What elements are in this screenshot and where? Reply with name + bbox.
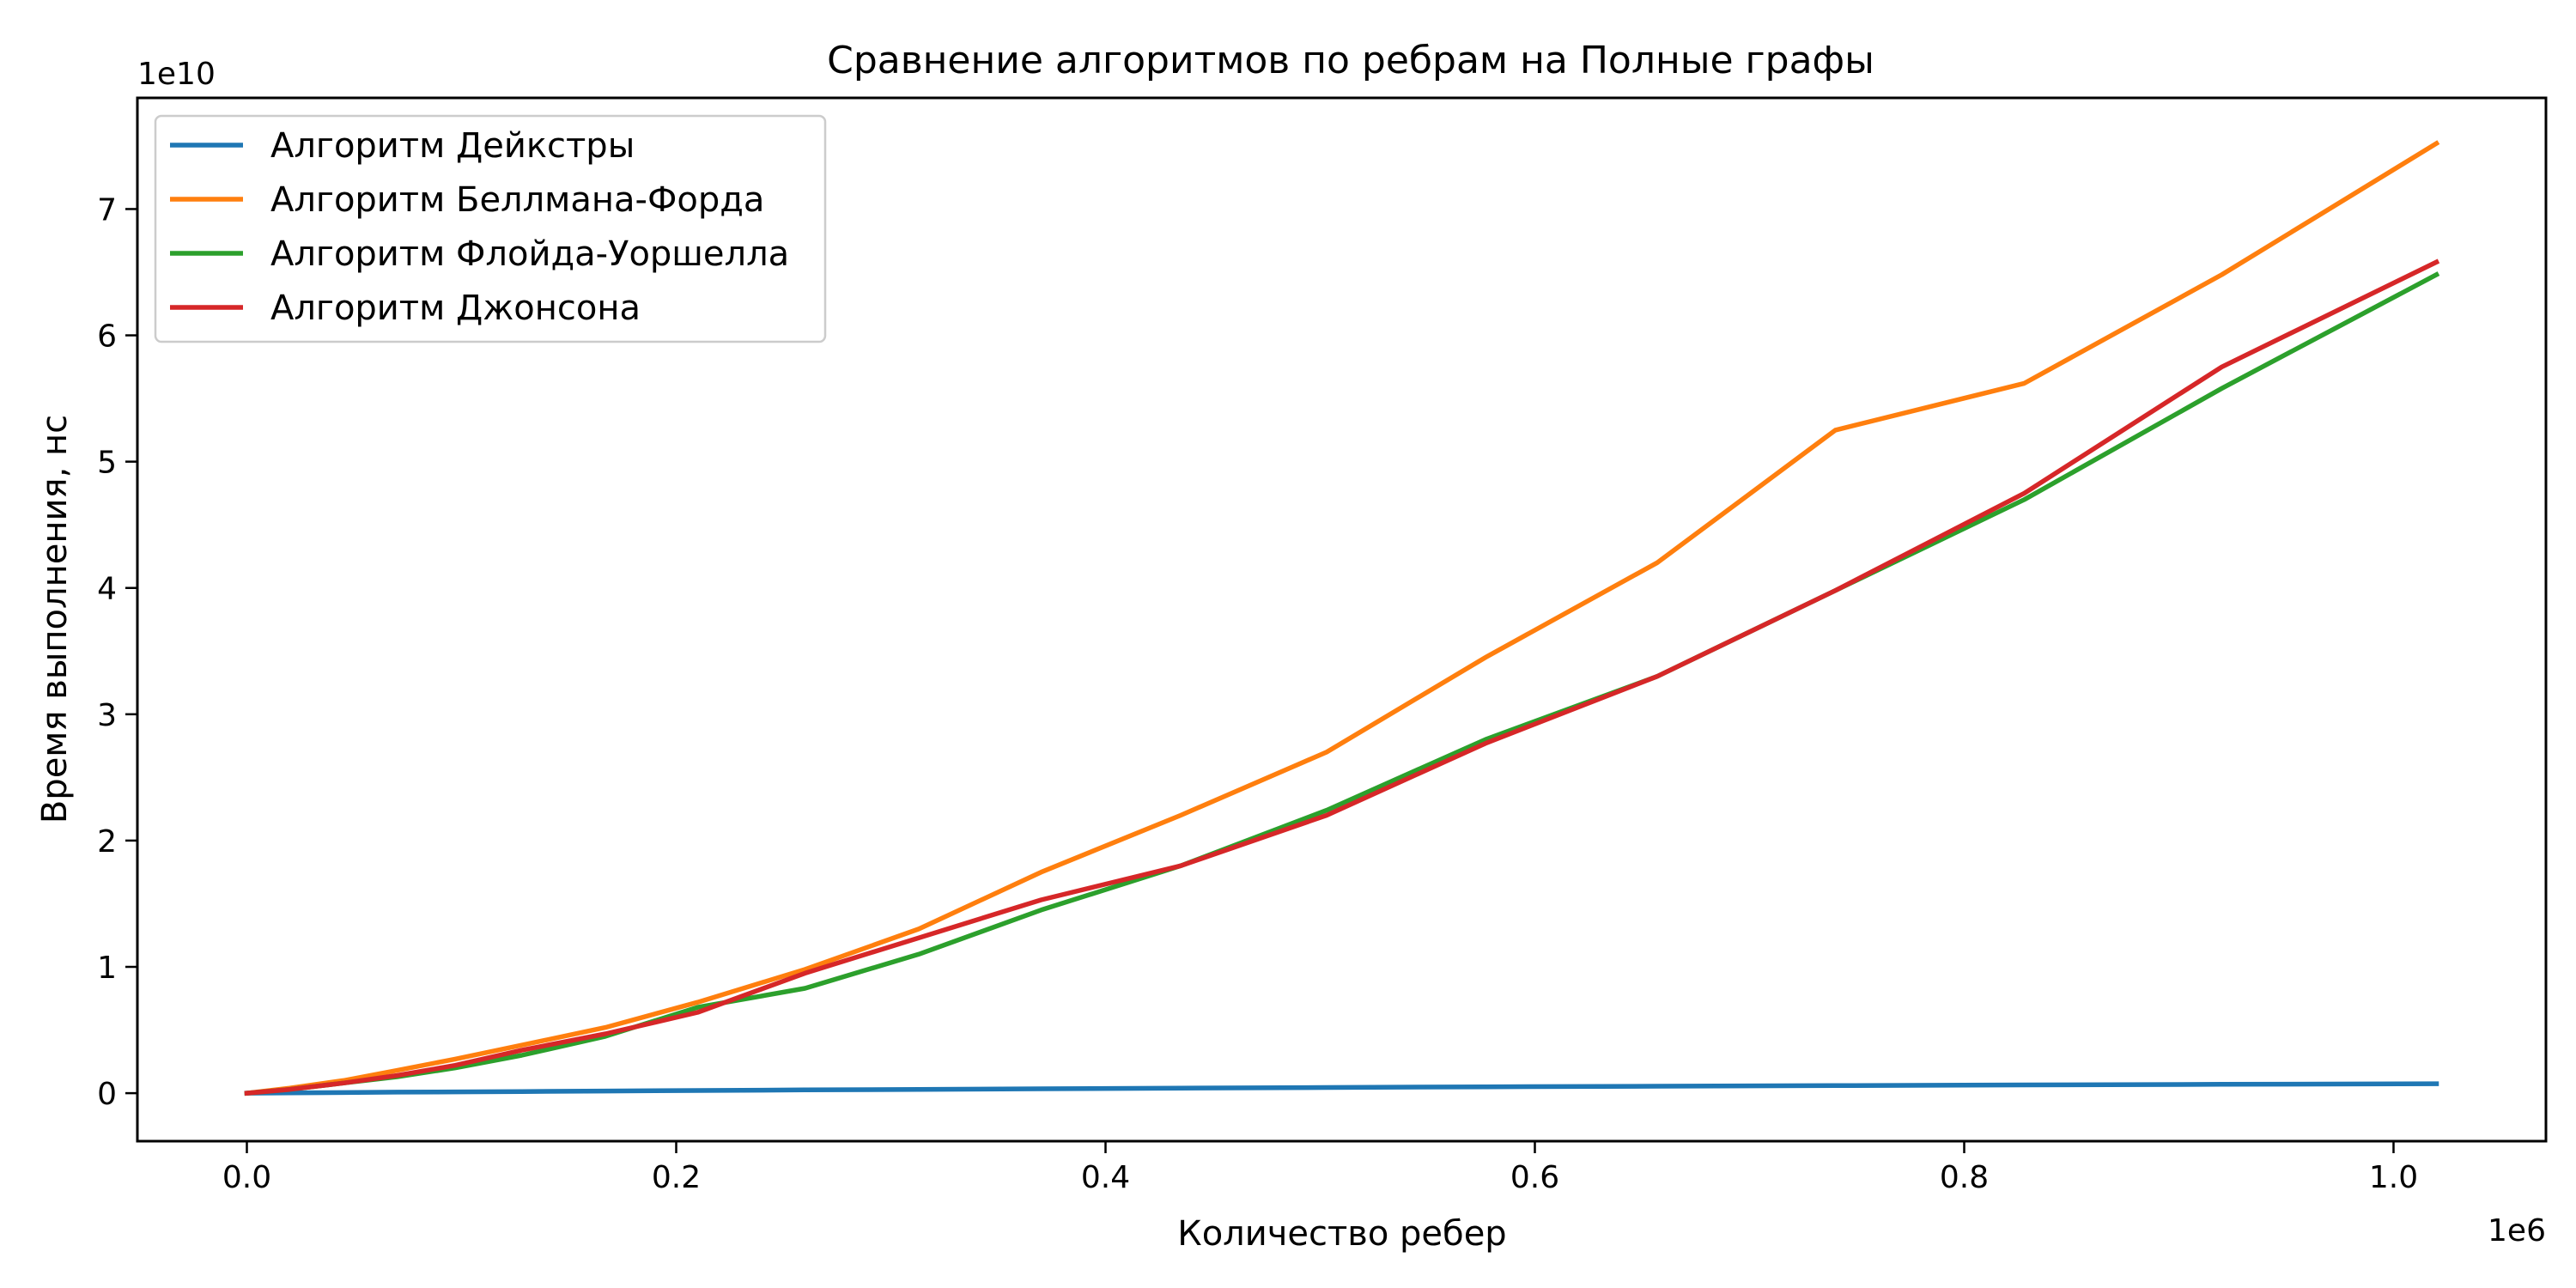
x-axis-multiplier: 1e6 <box>2488 1213 2546 1249</box>
legend-label: Алгоритм Джонсона <box>270 289 641 328</box>
y-axis: 0 1 2 3 4 5 6 7 <box>97 192 137 1112</box>
y-tick-label: 5 <box>97 446 117 481</box>
series-line <box>244 1081 2439 1096</box>
x-tick-label: 0.6 <box>1510 1160 1559 1195</box>
legend-box <box>154 114 827 343</box>
y-tick-label: 6 <box>97 319 117 355</box>
axes-frame <box>136 96 2548 1143</box>
x-tick-label: 0.2 <box>652 1160 701 1195</box>
series-line <box>244 258 2440 1097</box>
x-tick-label: 0.8 <box>1940 1160 1989 1195</box>
x-axis: 0.0 0.2 0.4 0.6 0.8 1.0 <box>222 1141 2418 1195</box>
legend: Алгоритм Дейкстры Алгоритм Беллмана-Форда… <box>154 114 827 343</box>
legend-label: Алгоритм Беллмана-Форда <box>270 180 764 220</box>
legend-label: Алгоритм Флойда-Уоршелла <box>270 234 789 274</box>
series-line <box>244 140 2440 1097</box>
x-tick-label: 0.0 <box>222 1160 271 1195</box>
y-axis-label: Время выполнения, нс <box>35 415 75 823</box>
y-tick-label: 7 <box>97 192 117 228</box>
chart-title: Сравнение алгоритмов по ребрам на Полные… <box>827 39 1874 82</box>
x-tick-label: 0.4 <box>1081 1160 1130 1195</box>
y-axis-multiplier: 1e10 <box>137 57 216 92</box>
y-tick-label: 0 <box>97 1077 117 1112</box>
x-axis-label: Количество ребер <box>1177 1214 1506 1254</box>
y-tick-label: 3 <box>97 698 117 733</box>
x-tick-label: 1.0 <box>2369 1160 2418 1195</box>
plot-area <box>244 140 2440 1097</box>
y-tick-label: 1 <box>97 951 117 986</box>
series-line <box>244 271 2440 1097</box>
legend-label: Алгоритм Дейкстры <box>270 126 635 166</box>
y-tick-label: 2 <box>97 824 117 860</box>
y-tick-label: 4 <box>97 572 117 607</box>
